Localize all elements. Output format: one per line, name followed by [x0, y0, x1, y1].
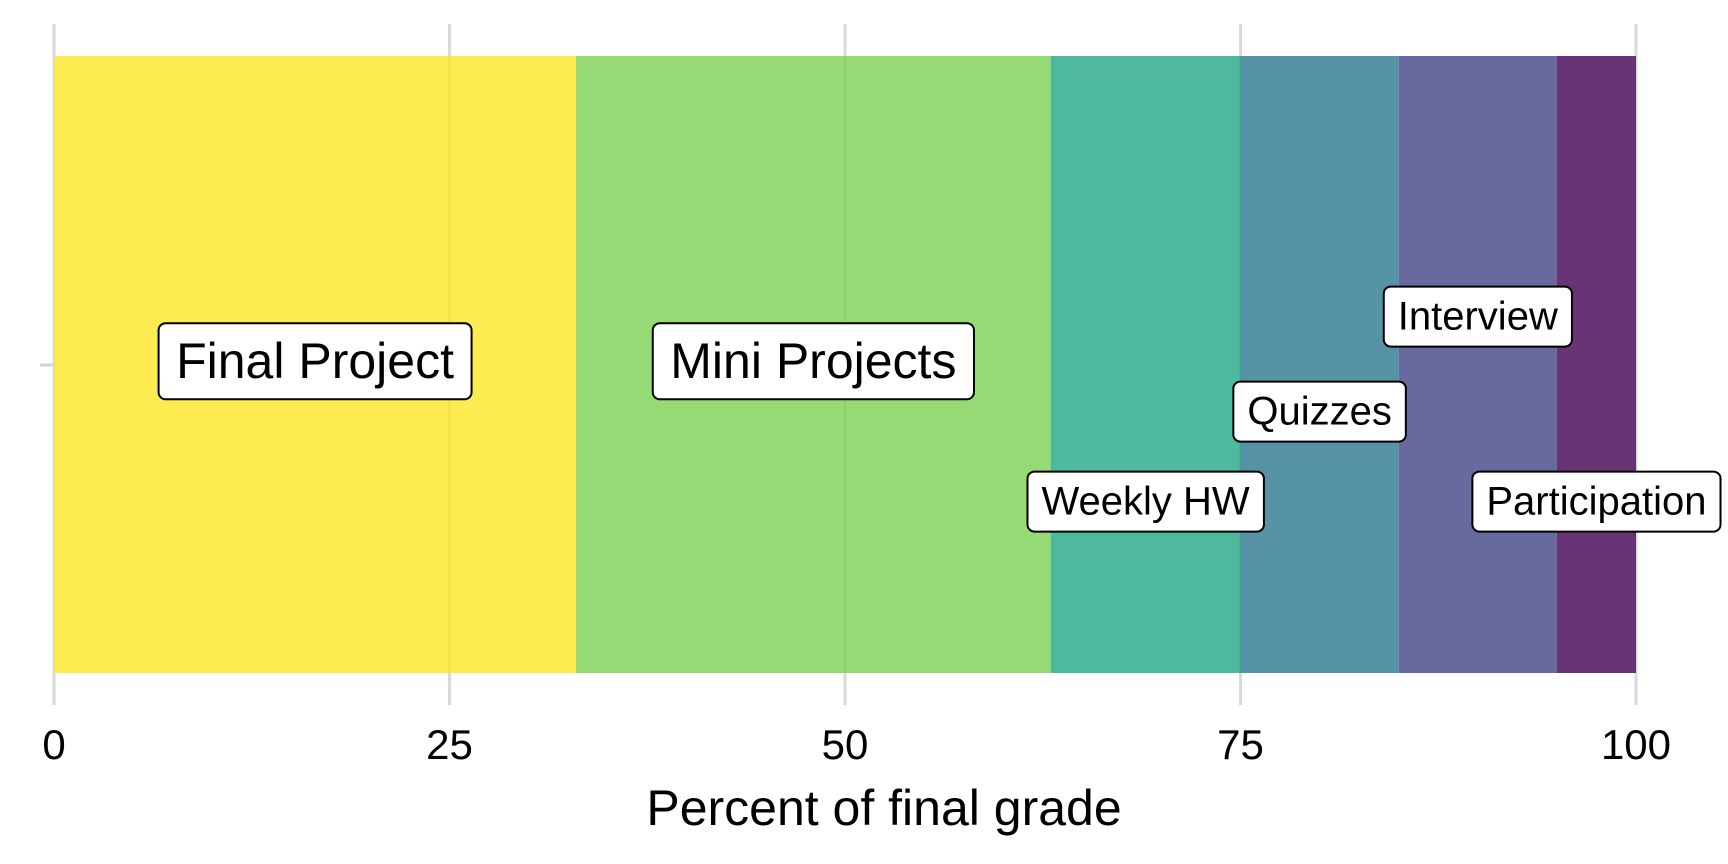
label-box [1232, 380, 1407, 443]
x-tick-label: 75 [1217, 721, 1264, 768]
label-box [157, 322, 473, 401]
segment-label: Participation [1471, 470, 1722, 533]
bar-segment [1240, 56, 1399, 673]
segment-label-text: Interview [1398, 295, 1558, 339]
segment-label-text: Participation [1486, 480, 1706, 524]
label-box [651, 322, 975, 401]
segment-label-text: Final Project [176, 333, 454, 389]
label-box [1382, 285, 1573, 348]
x-axis-title: Percent of final grade [646, 780, 1121, 836]
segment-label: Final Project [157, 322, 473, 401]
segment-label-text: Mini Projects [670, 333, 956, 389]
x-tick-label: 0 [42, 721, 65, 768]
x-tick-label: 50 [822, 721, 869, 768]
segment-label: Interview [1382, 285, 1573, 348]
segment-label: Mini Projects [651, 322, 975, 401]
bar-segment [1556, 56, 1636, 673]
segment-label: Weekly HW [1026, 470, 1265, 533]
label-box [1471, 470, 1722, 533]
segment-label: Quizzes [1232, 380, 1407, 443]
x-tick-label: 25 [426, 721, 473, 768]
segment-label-text: Weekly HW [1041, 480, 1249, 524]
x-tick-label: 100 [1601, 721, 1671, 768]
label-box [1026, 470, 1265, 533]
bar-segment [1050, 56, 1241, 673]
bar-segment [1398, 56, 1557, 673]
segment-label-text: Quizzes [1247, 390, 1392, 434]
